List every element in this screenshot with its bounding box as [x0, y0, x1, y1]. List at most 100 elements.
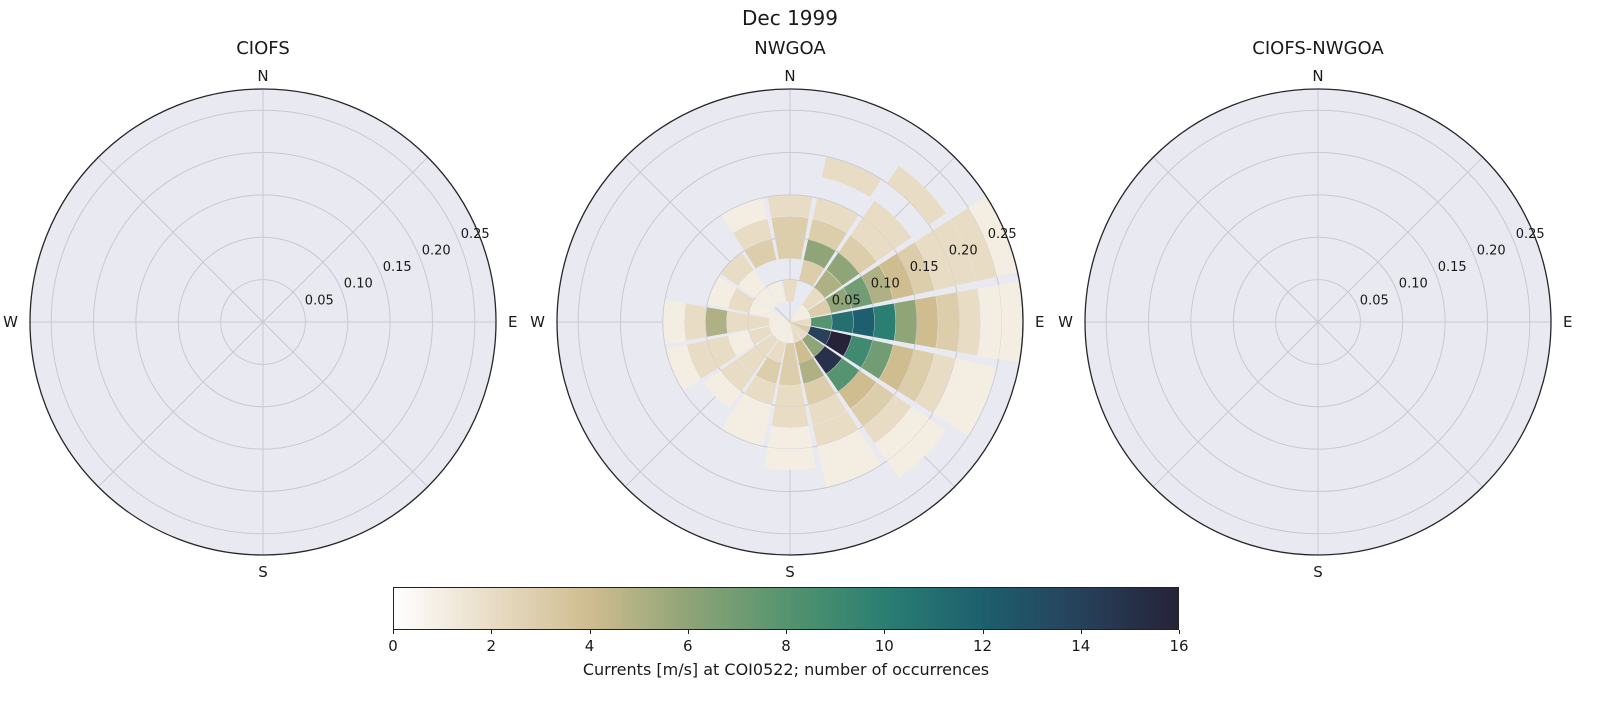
- rose-cell: [707, 335, 737, 368]
- compass-label-s: S: [258, 563, 268, 581]
- rose-cell: [764, 447, 816, 470]
- compass-label-w: W: [1058, 313, 1073, 331]
- colorbar-tickmark: [786, 630, 787, 634]
- colorbar-tick-label: 14: [1071, 637, 1091, 655]
- rose-cell: [807, 326, 831, 345]
- compass-label-s: S: [785, 563, 795, 581]
- rose-cell: [767, 339, 786, 363]
- rose-cell: [728, 331, 755, 356]
- rose-cell: [773, 322, 790, 339]
- rose-cell: [782, 342, 798, 364]
- rose-cell: [803, 239, 836, 269]
- rose-cell: [744, 375, 777, 405]
- subplot-title-nwgoa: NWGOA: [754, 38, 826, 59]
- figure-title: Dec 1999: [742, 6, 838, 30]
- rose-cell: [744, 239, 777, 269]
- radial-tick-label: 0.10: [1399, 277, 1428, 292]
- rose-cell: [778, 322, 790, 343]
- rose-cell: [838, 235, 877, 274]
- rose-cell: [803, 375, 836, 405]
- rose-cell: [767, 426, 813, 449]
- compass-label-n: N: [784, 67, 795, 85]
- rose-cell: [663, 299, 686, 345]
- rose-cell: [861, 265, 893, 304]
- rose-cell: [790, 322, 807, 339]
- compass-label-n: N: [1312, 67, 1323, 85]
- rose-cell: [879, 253, 914, 300]
- rose-cell: [897, 349, 935, 402]
- rose-cell: [874, 406, 929, 461]
- rose-cell: [862, 394, 912, 444]
- radial-tick-label: 0.15: [1438, 260, 1467, 275]
- radial-tick-label: 0.15: [383, 260, 412, 275]
- polar-subplot-nwgoa: 0.05 0.10 0.15 0.20 0.25 N S E W: [530, 67, 1044, 581]
- rose-cell: [802, 334, 825, 357]
- colorbar-tickmark: [393, 630, 394, 634]
- rose-cell: [755, 287, 778, 310]
- colorbar-tickmark: [491, 630, 493, 634]
- rose-cell: [852, 307, 875, 337]
- colorbar-tick-label: 2: [486, 637, 497, 655]
- rose-cell: [705, 307, 728, 337]
- rose-cell: [850, 218, 894, 262]
- rose-cell: [843, 276, 873, 309]
- rose-cell: [914, 230, 956, 291]
- rose-cell: [721, 411, 768, 446]
- rose-cell: [887, 166, 946, 225]
- compass-label-s: S: [1313, 563, 1323, 581]
- rose-cell: [749, 299, 773, 318]
- rose-cell: [799, 357, 824, 384]
- rose-cell: [950, 362, 997, 436]
- rose-cell: [843, 335, 873, 368]
- rose-cell: [821, 446, 882, 488]
- radial-tick-label: 0.10: [871, 277, 900, 292]
- radial-tick-label: 0.20: [949, 244, 978, 259]
- colorbar-tick-label: 12: [972, 637, 993, 655]
- rose-cell: [838, 370, 877, 409]
- rose-cell: [775, 237, 805, 260]
- rose-cell: [812, 411, 859, 446]
- colorbar-tick-label: 8: [781, 637, 791, 655]
- rose-cell: [825, 331, 852, 356]
- rose-cell: [814, 270, 842, 298]
- rose-cell: [771, 405, 809, 428]
- rose-cell: [914, 353, 956, 414]
- rose-cell: [775, 384, 805, 407]
- colorbar-ticks: 0 2 4 6 8 10 12 14 16: [388, 630, 1189, 660]
- rose-cell: [887, 419, 946, 478]
- rose-cell: [968, 196, 1018, 277]
- compass-label-n: N: [257, 67, 268, 85]
- compass-label-e: E: [1035, 313, 1044, 331]
- colorbar-tickmark: [982, 630, 984, 634]
- rose-cell: [808, 393, 847, 425]
- radial-tick-label: 0.25: [988, 227, 1017, 242]
- colorbar-tickmark: [1080, 630, 1082, 634]
- rose-cell: [666, 344, 701, 391]
- compass-label-e: E: [508, 313, 517, 331]
- rose-cell: [721, 198, 768, 233]
- colorbar-tickmark: [1179, 630, 1180, 634]
- rose-cell: [769, 310, 790, 322]
- rose-cell: [790, 318, 811, 326]
- rose-cell: [769, 322, 790, 334]
- rose-cell: [799, 260, 824, 287]
- colorbar-tick-label: 4: [584, 637, 595, 655]
- radial-tick-label: 0.20: [422, 244, 451, 259]
- radial-tick-label: 0.05: [1360, 293, 1389, 308]
- rose-cell: [977, 284, 1002, 360]
- compass-label-w: W: [530, 313, 545, 331]
- rose-cell: [769, 318, 790, 326]
- rose-cell: [771, 216, 809, 239]
- colorbar-tickmark: [687, 630, 689, 634]
- rose-cell: [782, 280, 798, 302]
- rose-cell: [807, 299, 831, 318]
- rose-cell: [756, 357, 781, 384]
- rose-cell: [733, 393, 772, 425]
- radial-tick-label: 0.15: [910, 260, 939, 275]
- rose-cell: [703, 370, 742, 409]
- rose-cell: [786, 322, 794, 343]
- rose-cell: [728, 288, 755, 313]
- rose-cell: [861, 340, 893, 379]
